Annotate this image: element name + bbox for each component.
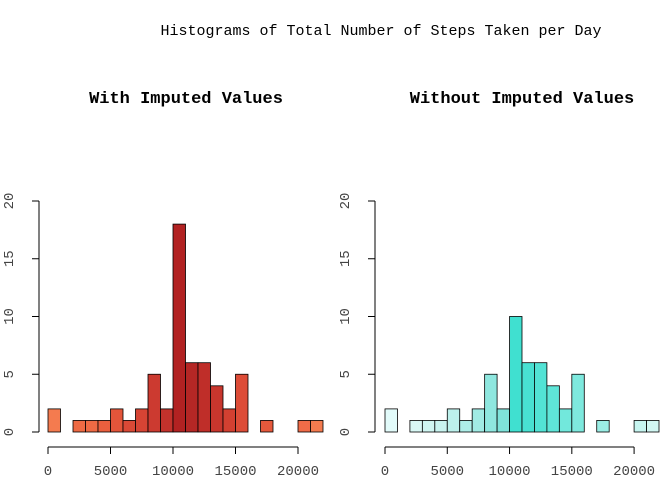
x-tick-label-without-imputed-5000: 5000 xyxy=(430,464,464,480)
y-tick-label-with-imputed-20: 20 xyxy=(2,193,18,210)
histogram-bar-without-imputed-2 xyxy=(409,420,423,433)
y-tick-label-without-imputed-15: 15 xyxy=(338,250,354,267)
bars-with-imputed xyxy=(47,223,324,433)
histogram-bar-without-imputed-8 xyxy=(484,373,498,433)
bars-without-imputed xyxy=(384,316,660,433)
histogram-bar-without-imputed-20 xyxy=(633,420,647,433)
x-tick-label-with-imputed-15000: 15000 xyxy=(214,464,256,480)
histogram-bar-with-imputed-8 xyxy=(147,373,161,433)
histogram-bar-with-imputed-13 xyxy=(210,385,224,433)
y-tick-label-with-imputed-0: 0 xyxy=(2,428,18,436)
y-axis-with-imputed: 0 5 10 15 20 xyxy=(2,193,40,436)
histogram-bar-with-imputed-9 xyxy=(160,408,174,433)
x-axis-with-imputed: 0 5000 10000 15000 20000 xyxy=(44,446,319,480)
histogram-bar-without-imputed-13 xyxy=(546,385,560,433)
histogram-bar-with-imputed-4 xyxy=(97,420,111,433)
histogram-bar-with-imputed-11 xyxy=(185,362,199,433)
histogram-bar-with-imputed-2 xyxy=(72,420,86,433)
histogram-bar-with-imputed-0 xyxy=(47,408,61,433)
histogram-bar-without-imputed-6 xyxy=(459,420,473,433)
histogram-bar-with-imputed-7 xyxy=(135,408,149,433)
histogram-bar-without-imputed-5 xyxy=(446,408,461,433)
histogram-bar-without-imputed-14 xyxy=(558,408,573,433)
histogram-bar-without-imputed-9 xyxy=(496,408,510,433)
panel-title-with-imputed: With Imputed Values xyxy=(89,90,283,109)
histogram-bar-with-imputed-17 xyxy=(260,420,274,433)
y-tick-label-without-imputed-5: 5 xyxy=(338,370,354,378)
histogram-bar-without-imputed-3 xyxy=(421,420,436,433)
x-axis-without-imputed: 0 5000 10000 15000 20000 xyxy=(381,446,655,480)
histogram-bar-with-imputed-20 xyxy=(297,420,311,433)
y-tick-label-without-imputed-0: 0 xyxy=(338,428,354,436)
y-tick-label-with-imputed-10: 10 xyxy=(2,308,18,325)
histogram-bar-without-imputed-11 xyxy=(521,362,535,433)
y-tick-label-with-imputed-5: 5 xyxy=(2,370,18,378)
x-tick-label-with-imputed-0: 0 xyxy=(44,464,52,480)
histogram-bar-without-imputed-7 xyxy=(471,408,486,433)
x-tick-label-without-imputed-10000: 10000 xyxy=(489,464,531,480)
x-tick-label-without-imputed-20000: 20000 xyxy=(613,464,655,480)
histogram-bar-without-imputed-12 xyxy=(534,362,548,433)
histogram-bar-without-imputed-17 xyxy=(596,420,610,433)
histogram-bar-without-imputed-21 xyxy=(646,420,660,433)
histogram-bar-with-imputed-15 xyxy=(235,373,249,433)
histogram-bar-with-imputed-6 xyxy=(122,420,136,433)
histogram-bar-with-imputed-10 xyxy=(172,223,186,433)
x-tick-label-with-imputed-5000: 5000 xyxy=(94,464,128,480)
histogram-bar-with-imputed-5 xyxy=(110,408,124,433)
histogram-panel-with-imputed: With Imputed Values 0 5 10 15 20 0 5000 10000 1… xyxy=(2,90,324,480)
histogram-bar-with-imputed-12 xyxy=(197,362,211,433)
x-tick-label-without-imputed-15000: 15000 xyxy=(551,464,593,480)
x-tick-label-with-imputed-20000: 20000 xyxy=(277,464,319,480)
y-axis-without-imputed: 0 5 10 15 20 xyxy=(338,193,376,436)
y-tick-label-without-imputed-20: 20 xyxy=(338,193,354,210)
histogram-bar-without-imputed-10 xyxy=(509,316,523,433)
panel-title-without-imputed: Without Imputed Values xyxy=(410,90,634,109)
histogram-bar-without-imputed-0 xyxy=(384,408,398,433)
x-tick-label-with-imputed-10000: 10000 xyxy=(152,464,194,480)
histogram-bar-with-imputed-14 xyxy=(222,408,236,433)
histogram-bar-with-imputed-3 xyxy=(85,420,99,433)
y-tick-label-without-imputed-10: 10 xyxy=(338,308,354,325)
histogram-bar-without-imputed-15 xyxy=(571,373,585,433)
x-tick-label-without-imputed-0: 0 xyxy=(381,464,389,480)
histogram-bar-without-imputed-4 xyxy=(434,420,448,433)
figure-title: Histograms of Total Number of Steps Take… xyxy=(160,23,601,40)
y-tick-label-with-imputed-15: 15 xyxy=(2,250,18,267)
histogram-panel-without-imputed: Without Imputed Values 0 5 10 15 20 0 5000 100… xyxy=(338,90,660,480)
histogram-bar-with-imputed-21 xyxy=(310,420,324,433)
